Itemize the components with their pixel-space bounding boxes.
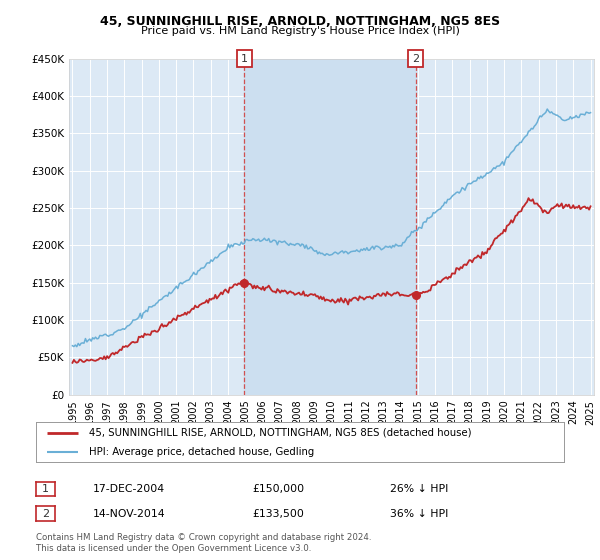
Text: 45, SUNNINGHILL RISE, ARNOLD, NOTTINGHAM, NG5 8ES (detached house): 45, SUNNINGHILL RISE, ARNOLD, NOTTINGHAM… bbox=[89, 428, 472, 437]
Text: 1: 1 bbox=[42, 484, 49, 494]
Bar bbox=[244, 59, 416, 395]
Text: 14-NOV-2014: 14-NOV-2014 bbox=[93, 509, 166, 519]
Text: 26% ↓ HPI: 26% ↓ HPI bbox=[390, 484, 448, 494]
Text: 17-DEC-2004: 17-DEC-2004 bbox=[93, 484, 165, 494]
Text: 2: 2 bbox=[42, 508, 49, 519]
Text: Price paid vs. HM Land Registry's House Price Index (HPI): Price paid vs. HM Land Registry's House … bbox=[140, 26, 460, 36]
Text: HPI: Average price, detached house, Gedling: HPI: Average price, detached house, Gedl… bbox=[89, 447, 314, 458]
Text: Contains HM Land Registry data © Crown copyright and database right 2024.
This d: Contains HM Land Registry data © Crown c… bbox=[36, 533, 371, 553]
Text: 2: 2 bbox=[412, 54, 419, 64]
Text: 36% ↓ HPI: 36% ↓ HPI bbox=[390, 509, 448, 519]
Text: £150,000: £150,000 bbox=[252, 484, 304, 494]
Text: 1: 1 bbox=[241, 54, 248, 64]
Text: 45, SUNNINGHILL RISE, ARNOLD, NOTTINGHAM, NG5 8ES: 45, SUNNINGHILL RISE, ARNOLD, NOTTINGHAM… bbox=[100, 15, 500, 28]
Text: £133,500: £133,500 bbox=[252, 509, 304, 519]
